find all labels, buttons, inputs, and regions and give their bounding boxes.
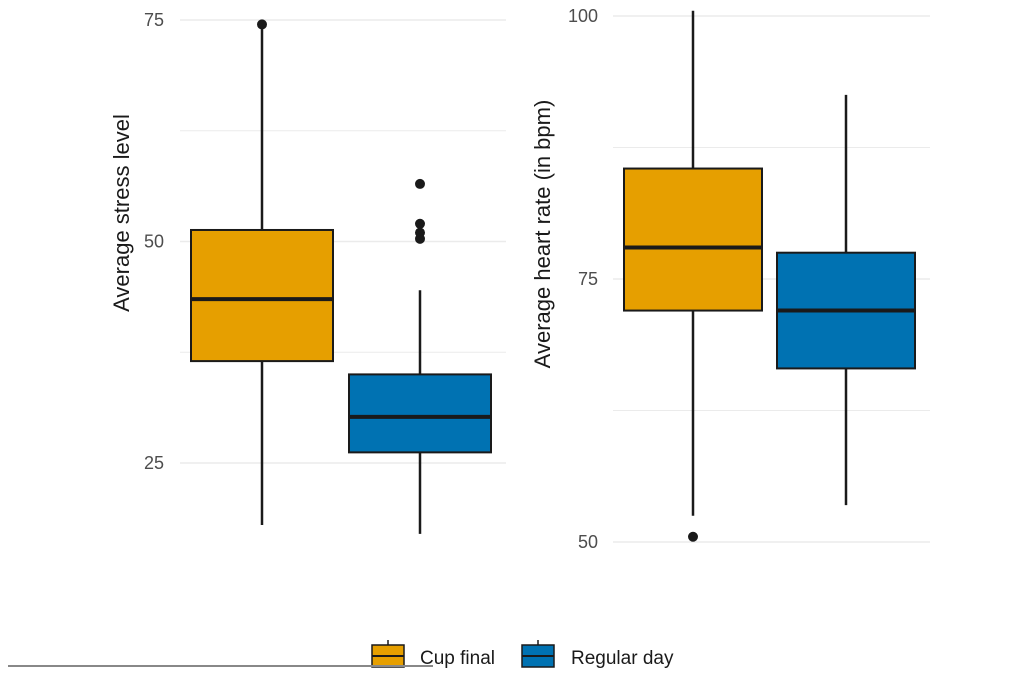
y-tick-label: 75: [144, 10, 164, 30]
legend-label-regular-day: Regular day: [571, 648, 674, 669]
regular-day-box: [348, 373, 492, 454]
legend: Cup final Regular day: [371, 640, 674, 669]
stress-panel: 25 50 75 Average stress level: [109, 10, 506, 534]
y-tick-label: 100: [568, 6, 598, 26]
regular-day-outlier-point: [415, 218, 425, 229]
y-tick-label: 75: [578, 269, 598, 289]
heart-rate-panel: 50 75 100 Average heart rate (in bpm): [530, 6, 930, 552]
cup-final-outlier-point: [688, 531, 698, 542]
y-tick-label: 25: [144, 453, 164, 473]
regular-day-outlier-point: [415, 178, 425, 189]
y-tick-label: 50: [144, 232, 164, 252]
cup-final-box: [190, 228, 334, 363]
y-axis-label: Average heart rate (in bpm): [530, 100, 555, 369]
cup-final-outlier-point: [257, 19, 267, 30]
regular-day-outlier-point: [415, 227, 425, 238]
y-tick-label: 50: [578, 532, 598, 552]
y-axis-label: Average stress level: [109, 114, 134, 312]
cup-final-box: [623, 167, 763, 312]
legend-label-cup-final: Cup final: [420, 648, 495, 669]
